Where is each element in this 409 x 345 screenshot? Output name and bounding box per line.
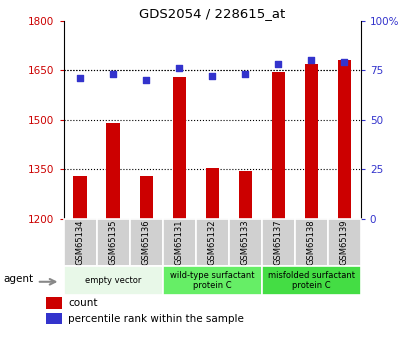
Text: GSM65138: GSM65138 — [306, 219, 315, 265]
Bar — [238, 171, 251, 219]
Bar — [106, 123, 119, 219]
Point — [76, 76, 83, 81]
Bar — [63, 266, 162, 295]
Bar — [46, 297, 62, 309]
Bar — [129, 219, 162, 266]
Bar — [162, 266, 261, 295]
Text: empty vector: empty vector — [85, 276, 141, 285]
Bar — [63, 219, 97, 266]
Point — [142, 78, 149, 83]
Point — [241, 71, 248, 77]
Bar — [261, 266, 360, 295]
Text: count: count — [68, 298, 98, 308]
Text: percentile rank within the sample: percentile rank within the sample — [68, 314, 244, 324]
Bar — [304, 64, 317, 219]
Bar — [139, 176, 152, 219]
Text: GSM65132: GSM65132 — [207, 220, 216, 265]
Text: GSM65131: GSM65131 — [174, 220, 183, 265]
Text: GSM65135: GSM65135 — [108, 220, 117, 265]
Bar — [205, 168, 218, 219]
Point — [208, 73, 215, 79]
Point — [175, 66, 182, 71]
Point — [307, 58, 314, 63]
Point — [340, 60, 347, 65]
Text: GSM65139: GSM65139 — [339, 220, 348, 265]
Text: GSM65137: GSM65137 — [273, 219, 282, 265]
Text: GSM65136: GSM65136 — [141, 219, 150, 265]
Bar — [294, 219, 327, 266]
Title: GDS2054 / 228615_at: GDS2054 / 228615_at — [139, 7, 285, 20]
Bar — [46, 313, 62, 324]
Bar — [261, 219, 294, 266]
Bar — [162, 219, 195, 266]
Text: wild-type surfactant
protein C: wild-type surfactant protein C — [169, 270, 254, 290]
Text: GSM65133: GSM65133 — [240, 219, 249, 265]
Bar — [327, 219, 360, 266]
Bar — [97, 219, 129, 266]
Text: GSM65134: GSM65134 — [75, 220, 84, 265]
Point — [110, 71, 116, 77]
Bar — [337, 60, 350, 219]
Text: misfolded surfactant
protein C: misfolded surfactant protein C — [267, 270, 354, 290]
Text: agent: agent — [3, 274, 33, 284]
Bar — [271, 72, 284, 219]
Bar — [195, 219, 228, 266]
Bar — [73, 176, 86, 219]
Point — [274, 62, 281, 67]
Bar — [228, 219, 261, 266]
Bar — [172, 77, 185, 219]
